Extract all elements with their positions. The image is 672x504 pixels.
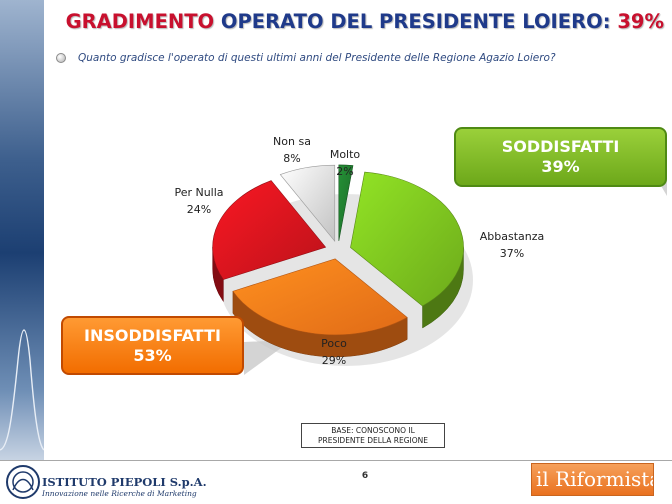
newspaper-logo-text: il Riformista bbox=[536, 467, 654, 491]
title-part-percent: 39% bbox=[617, 10, 664, 33]
question-row: Quanto gradisce l'operato di questi ulti… bbox=[56, 52, 556, 64]
slice-value-per-nulla: 24% bbox=[187, 203, 211, 216]
bullet-icon bbox=[56, 53, 66, 63]
dissatisfied-callout: INSODDISFATTI 53% bbox=[61, 316, 244, 375]
slice-label-poco: Poco bbox=[321, 337, 347, 350]
dissatisfied-value: 53% bbox=[133, 346, 172, 365]
slice-label-molto: Molto bbox=[330, 148, 361, 161]
base-note-line1: BASE: CONOSCONO IL bbox=[331, 426, 415, 435]
institute-logo-tagline: Innovazione nelle Ricerche di Marketing bbox=[42, 489, 197, 498]
slice-value-poco: 29% bbox=[322, 354, 346, 367]
title-part-gradimento: GRADIMENTO bbox=[65, 10, 215, 33]
dissatisfied-label: INSODDISFATTI bbox=[84, 326, 221, 345]
pie-slice-molto bbox=[338, 164, 354, 241]
piepoli-logo-icon bbox=[6, 465, 40, 499]
slice-label-non-sa: Non sa bbox=[273, 135, 311, 148]
bell-curve-decoration bbox=[0, 329, 44, 451]
page-title: GRADIMENTO OPERATO DEL PRESIDENTE LOIERO… bbox=[58, 10, 664, 33]
slice-label-per-nulla: Per Nulla bbox=[174, 186, 223, 199]
footer-divider bbox=[0, 460, 672, 461]
slice-value-non-sa: 8% bbox=[283, 152, 300, 165]
dissatisfied-callout-shadow bbox=[244, 340, 292, 375]
satisfied-callout: SODDISFATTI 39% bbox=[454, 127, 667, 187]
base-note: BASE: CONOSCONO IL PRESIDENTE DELLA REGI… bbox=[301, 423, 445, 448]
pie-slice-non-sa bbox=[279, 164, 336, 243]
institute-logo-name: ISTITUTO PIEPOLI S.p.A. bbox=[42, 475, 207, 489]
pie-slice-poco bbox=[232, 258, 408, 336]
pie-slice-per-nulla bbox=[212, 180, 327, 280]
slice-value-abbastanza: 37% bbox=[500, 247, 524, 260]
pie-slice-abbastanza bbox=[350, 171, 464, 307]
slice-value-molto: 2% bbox=[336, 165, 353, 178]
page-number: 6 bbox=[361, 471, 369, 481]
base-note-line2: PRESIDENTE DELLA REGIONE bbox=[317, 436, 429, 445]
title-part-operato: OPERATO DEL PRESIDENTE LOIERO: bbox=[220, 10, 611, 33]
survey-question: Quanto gradisce l'operato di questi ulti… bbox=[78, 52, 556, 64]
satisfied-label: SODDISFATTI bbox=[501, 137, 620, 156]
side-decoration-bar bbox=[0, 0, 44, 460]
slice-label-abbastanza: Abbastanza bbox=[480, 230, 545, 243]
satisfied-value: 39% bbox=[541, 157, 580, 176]
pie-chart: Molto 2% Abbastanza 37% Poco 29% Per Nulla 24% N… bbox=[174, 135, 667, 375]
newspaper-logo: il Riformista bbox=[531, 463, 654, 496]
